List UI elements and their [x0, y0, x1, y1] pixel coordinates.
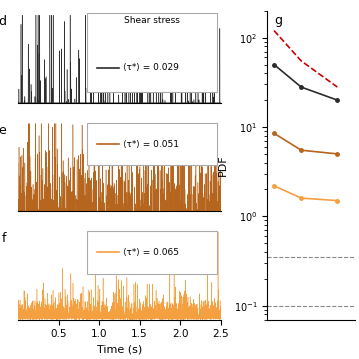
Text: g: g: [274, 14, 282, 27]
Text: ⟨τ*⟩ = 0.029: ⟨τ*⟩ = 0.029: [123, 64, 179, 73]
Y-axis label: PDF: PDF: [218, 154, 228, 176]
FancyBboxPatch shape: [87, 13, 216, 92]
Text: ⟨τ*⟩ = 0.065: ⟨τ*⟩ = 0.065: [123, 248, 180, 257]
Text: ⟨τ*⟩ = 0.051: ⟨τ*⟩ = 0.051: [123, 140, 180, 149]
FancyBboxPatch shape: [87, 231, 216, 274]
Text: Shear stress: Shear stress: [124, 16, 180, 25]
Text: f: f: [1, 232, 6, 245]
Text: e: e: [0, 124, 6, 137]
Text: d: d: [0, 15, 6, 28]
FancyBboxPatch shape: [87, 123, 216, 165]
X-axis label: Time (s): Time (s): [97, 345, 142, 355]
